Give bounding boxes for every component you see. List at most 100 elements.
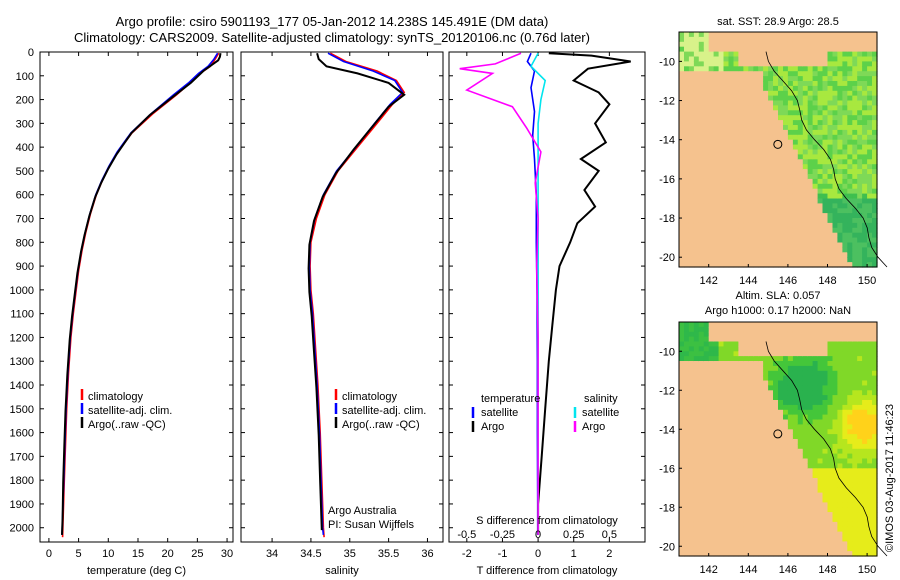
map-cell: [748, 222, 754, 229]
map-cell: [792, 81, 799, 87]
map-cell: [773, 81, 779, 87]
map-cell: [728, 424, 735, 430]
map-cell: [718, 36, 725, 43]
map-cell: [847, 541, 853, 547]
map-cell: [758, 346, 764, 352]
map-cell: [773, 507, 779, 513]
map-cell: [763, 247, 769, 253]
map-cell: [718, 144, 725, 151]
map-cell: [852, 541, 858, 547]
map-cell: [743, 356, 749, 362]
map-cell: [783, 458, 789, 464]
map-cell: [783, 85, 789, 92]
map-cell: [797, 370, 804, 377]
map-cell: [753, 61, 759, 67]
map-cell: [723, 115, 730, 121]
map-cell: [862, 252, 868, 258]
map-cell: [807, 56, 814, 62]
map-cell: [857, 546, 863, 552]
map-cell: [723, 526, 730, 533]
map-cell: [872, 414, 878, 421]
map-cell: [867, 341, 873, 347]
map-cell: [872, 71, 878, 77]
map-cell: [723, 174, 730, 180]
map-cell: [847, 409, 853, 416]
map-cell: [733, 443, 739, 450]
map-cell: [684, 531, 690, 538]
map-cell: [783, 32, 789, 38]
map-cell: [758, 380, 764, 386]
map-cell: [738, 129, 744, 136]
map-cell: [718, 66, 725, 72]
map-cell: [802, 81, 809, 87]
map-cell: [708, 434, 715, 440]
map-cell: [797, 178, 804, 185]
sla-map-title-line-2: Argo h1000: 0.17 h2000: NaN: [705, 305, 851, 317]
map-cell: [698, 541, 705, 547]
map-xtick-label: 144: [739, 564, 757, 576]
map-cell: [768, 129, 774, 136]
map-cell: [867, 439, 873, 445]
map-cell: [753, 361, 759, 367]
map-cell: [758, 81, 764, 87]
map-cell: [718, 507, 725, 513]
map-cell: [827, 100, 834, 106]
map-cell: [748, 390, 754, 396]
map-cell: [852, 66, 858, 72]
map-cell: [807, 468, 814, 474]
map-cell: [753, 90, 759, 97]
map-cell: [743, 218, 749, 224]
map-cell: [688, 208, 695, 214]
map-cell: [748, 492, 754, 499]
map-cell: [703, 193, 710, 200]
map-cell: [693, 227, 700, 234]
map-cell: [753, 213, 759, 219]
map-cell: [778, 90, 784, 97]
map-cell: [852, 134, 858, 141]
map-cell: [837, 61, 843, 67]
map-cell: [763, 356, 769, 362]
map-cell: [773, 497, 779, 503]
map-cell: [743, 361, 749, 367]
map-cell: [817, 351, 824, 357]
map-cell: [783, 453, 789, 460]
map-cell: [684, 429, 690, 435]
map-cell: [693, 262, 700, 268]
map-cell: [778, 346, 784, 352]
map-cell: [778, 51, 784, 58]
map-cell: [773, 370, 779, 377]
map-cell: [698, 257, 705, 263]
map-cell: [778, 424, 784, 430]
map-cell: [713, 174, 720, 180]
map-cell: [822, 257, 829, 263]
map-cell: [778, 536, 784, 542]
map-cell: [773, 546, 779, 552]
map-cell: [792, 419, 799, 425]
map-cell: [792, 341, 799, 347]
map-cell: [743, 341, 749, 347]
map-cell: [832, 385, 838, 391]
map-cell: [807, 336, 814, 343]
map-cell: [822, 129, 829, 136]
map-cell: [758, 125, 764, 131]
map-cell: [832, 76, 838, 82]
map-cell: [688, 478, 695, 484]
map-cell: [733, 134, 739, 141]
map-cell: [862, 326, 868, 333]
map-cell: [812, 252, 819, 258]
map-cell: [812, 262, 819, 268]
map-cell: [872, 247, 878, 253]
map-cell: [817, 252, 824, 258]
map-cell: [738, 482, 744, 489]
map-cell: [763, 414, 769, 421]
map-cell: [862, 546, 868, 552]
map-cell: [847, 434, 853, 440]
map-cell: [822, 322, 829, 328]
map-cell: [832, 257, 838, 263]
map-cell: [748, 380, 754, 386]
map-cell: [778, 178, 784, 185]
map-cell: [703, 487, 710, 494]
map-cell: [847, 129, 853, 136]
map-cell: [763, 36, 769, 43]
map-xtick-label: 144: [739, 275, 757, 287]
